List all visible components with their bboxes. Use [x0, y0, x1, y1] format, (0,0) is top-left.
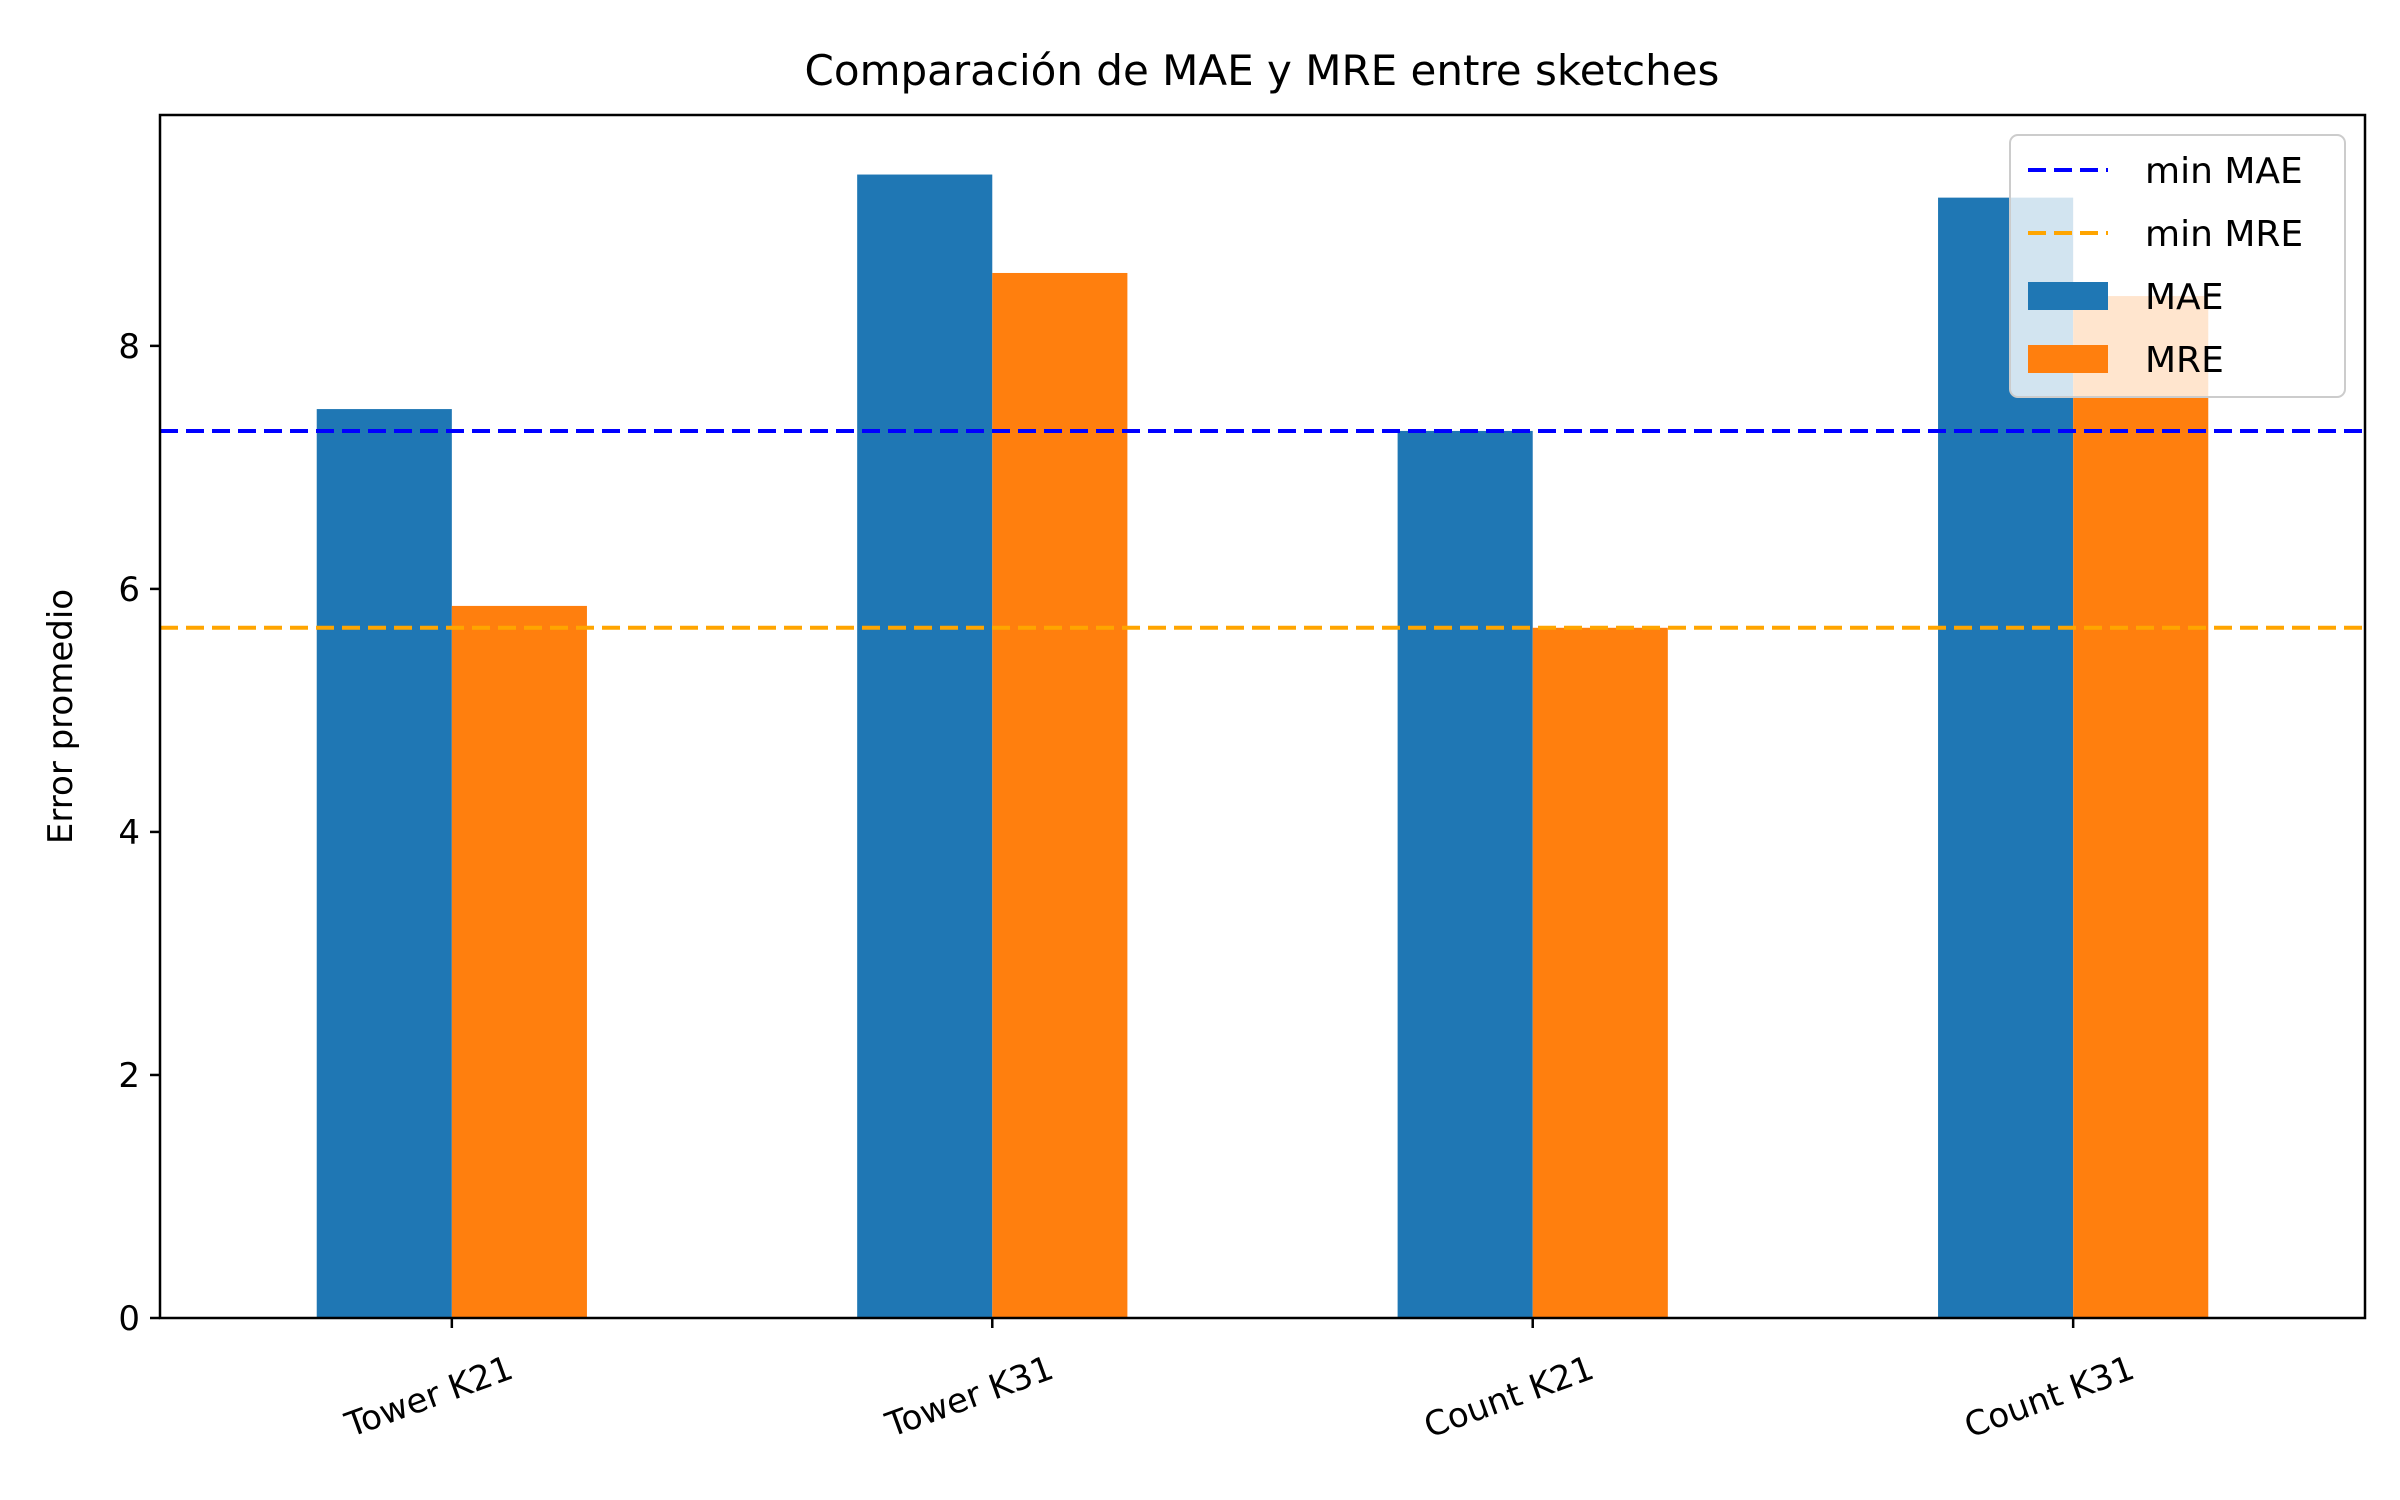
y-tick-label: 2 [118, 1056, 140, 1096]
legend-label: min MRE [2145, 214, 2303, 255]
bar-mre-count-k21 [1532, 627, 1668, 1318]
bar-mae-count-k21 [1397, 430, 1533, 1318]
plot-frame [158, 113, 2367, 1320]
legend-label: MRE [2145, 340, 2224, 381]
legend-swatch-mre [2028, 345, 2108, 373]
legend-label: min MAE [2145, 151, 2303, 192]
x-tick-label: Tower K21 [339, 1348, 518, 1446]
bar-mae-tower-k21 [316, 409, 452, 1318]
legend-swatch-mae [2028, 282, 2108, 310]
bar-mre-tower-k21 [451, 605, 587, 1318]
y-tick-label: 4 [118, 813, 140, 853]
x-tick-label: Tower K31 [880, 1348, 1059, 1446]
x-tick-label: Count K31 [1959, 1348, 2139, 1446]
y-tick-label: 6 [118, 570, 140, 610]
legend: min MAE min MRE MAE MRE [2009, 134, 2346, 398]
bar-mae-tower-k31 [857, 174, 993, 1318]
y-axis-label: Error promedio [41, 589, 81, 844]
y-tick-label: 0 [118, 1299, 140, 1339]
legend-box [2009, 134, 2346, 398]
bar-mre-tower-k31 [992, 272, 1128, 1319]
y-tick-label: 8 [118, 327, 140, 367]
bar-mre-count-k31 [2073, 296, 2209, 1318]
x-tick-label: Count K21 [1419, 1348, 1599, 1446]
chart-title: Comparación de MAE y MRE entre sketches [805, 46, 1720, 95]
legend-label: MAE [2145, 277, 2223, 318]
